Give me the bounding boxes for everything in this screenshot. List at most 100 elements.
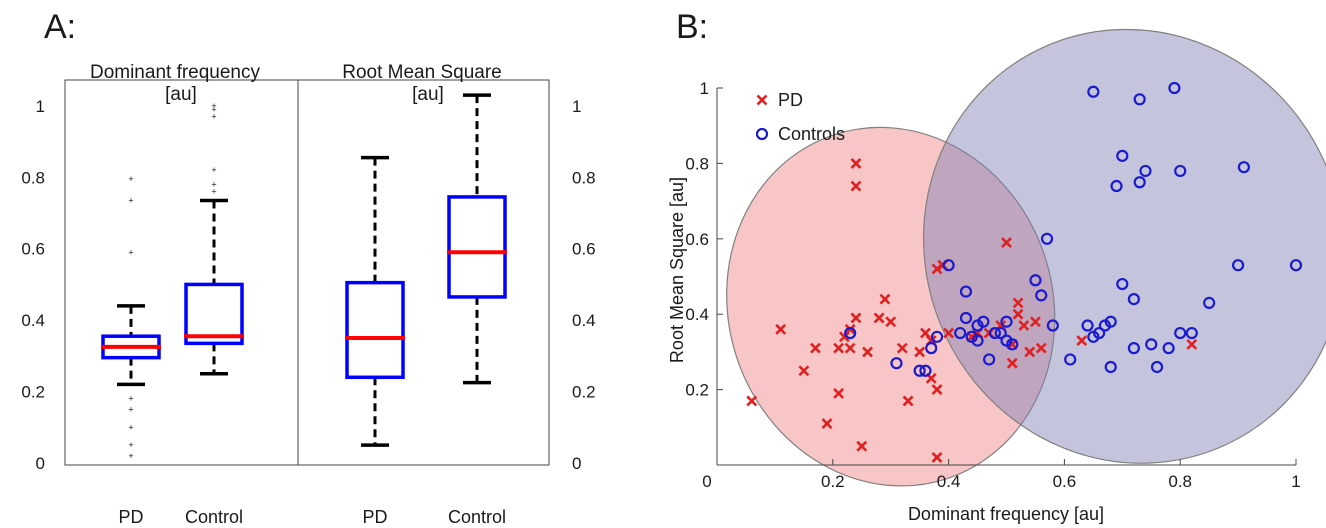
pd-point <box>1006 357 1018 369</box>
controls-point <box>1104 315 1117 328</box>
controls-point <box>1116 149 1129 162</box>
x-marker-stroke <box>902 395 914 407</box>
pd-point <box>1001 237 1012 248</box>
df-outlier: + <box>128 174 133 184</box>
controls-point <box>954 326 967 340</box>
x-marker-stroke <box>756 94 768 106</box>
df-outlier: + <box>211 101 216 111</box>
controls-point <box>1081 319 1094 332</box>
x-marker-stroke <box>1012 308 1024 320</box>
pd-point <box>850 157 862 169</box>
scatter-ticks: 0 0.2 0.4 0.6 0.8 1 0.2 0.4 0.6 0.8 1 <box>685 79 1300 491</box>
pd-point <box>931 452 943 463</box>
pd-point <box>873 312 885 324</box>
x-marker-stroke <box>850 157 862 169</box>
rms-ytick-label: 0.4 <box>572 311 596 330</box>
controls-point <box>913 364 926 377</box>
scatter-xlabel: Dominant frequency [au] <box>908 504 1104 524</box>
pd-point <box>856 440 868 452</box>
x-tick-label: 1 <box>1291 472 1300 491</box>
controls-point <box>1162 342 1175 355</box>
controls-point <box>1203 296 1216 309</box>
controls-point <box>942 259 955 272</box>
rms-ytick-label: 0 <box>572 454 581 473</box>
x-marker-stroke <box>943 327 955 339</box>
scatter-panel: 0 0.2 0.4 0.6 0.8 1 0.2 0.4 0.6 0.8 1 Dominant fre… <box>667 28 1326 524</box>
controls-point <box>988 326 1002 340</box>
rms-title-unit: [au] <box>412 84 444 105</box>
controls-point <box>1029 274 1042 287</box>
df-outlier: + <box>128 196 133 206</box>
pd-point <box>850 180 862 192</box>
x-marker-stroke <box>844 323 856 335</box>
df-outlier: + <box>211 165 216 175</box>
pd-point <box>850 312 862 324</box>
df-category-label: PD <box>118 507 143 527</box>
x-marker-stroke <box>775 323 787 335</box>
controls-point <box>844 326 857 340</box>
controls-point <box>1133 176 1146 189</box>
pd-point <box>833 342 845 354</box>
pd-point <box>833 387 845 399</box>
controls-point <box>1185 326 1198 340</box>
pd-point <box>896 342 908 354</box>
legend-pd-label: PD <box>778 90 803 110</box>
controls-point <box>1046 319 1059 332</box>
controls-point <box>959 311 973 325</box>
df-outlier: + <box>211 187 216 197</box>
controls-point <box>1093 326 1106 340</box>
controls-point <box>919 364 932 377</box>
pd-point <box>885 316 897 328</box>
rms-box <box>447 195 507 299</box>
boxplot-panel: Dominant frequency [au] Root Mean Square… <box>21 62 595 527</box>
x-tick-label: 0.8 <box>1168 472 1192 491</box>
x-marker-stroke <box>798 365 810 377</box>
controls-point <box>890 357 903 370</box>
x-marker-stroke <box>920 327 931 339</box>
x-marker-stroke <box>856 440 868 452</box>
df-outlier: + <box>128 394 133 404</box>
pd-point <box>1024 346 1036 358</box>
rms-category-label: Control <box>448 507 506 527</box>
df-title: Dominant frequency <box>90 62 261 83</box>
controls-point <box>994 326 1007 340</box>
controls-point <box>1006 338 1019 351</box>
controls-point <box>1035 289 1048 302</box>
controls-point <box>1168 81 1181 95</box>
controls-point <box>1110 179 1123 193</box>
pd-point <box>902 395 914 407</box>
x-marker-stroke <box>746 395 758 407</box>
x-marker-stroke <box>925 372 937 384</box>
y-tick-label: 0.4 <box>685 305 709 324</box>
scatter-ylabel: Root Mean Square [au] <box>667 177 687 363</box>
pd-point <box>1030 316 1041 328</box>
rms-ytick-label: 1 <box>572 97 581 116</box>
controls-point <box>1174 164 1187 178</box>
legend-controls-marker <box>755 127 769 141</box>
y-tick-label: 0.6 <box>685 230 709 249</box>
pd-point <box>1186 338 1198 350</box>
legend-controls-o <box>755 127 769 141</box>
controls-point <box>930 330 944 343</box>
pd-point <box>931 384 943 396</box>
legend-pd-x <box>756 94 768 106</box>
x-marker-stroke <box>1018 320 1030 331</box>
pd-point <box>931 263 943 275</box>
df-outlier: + <box>211 104 216 114</box>
controls-point <box>1289 259 1303 272</box>
y-tick-label: 1 <box>700 79 709 98</box>
df-ytick-label: 1 <box>36 97 45 116</box>
df-outlier: + <box>128 422 133 432</box>
x-marker-stroke <box>1035 342 1047 354</box>
x-marker-stroke <box>885 316 897 328</box>
x-marker-stroke <box>1006 357 1018 369</box>
x-marker-stroke <box>879 293 891 305</box>
x-marker-stroke <box>931 384 943 396</box>
legend-pd-marker <box>756 94 768 106</box>
controls-point <box>977 315 990 328</box>
pd-point <box>879 293 891 305</box>
x-marker-stroke <box>896 342 908 354</box>
x-marker-stroke <box>931 263 943 275</box>
controls-point <box>1000 315 1013 328</box>
